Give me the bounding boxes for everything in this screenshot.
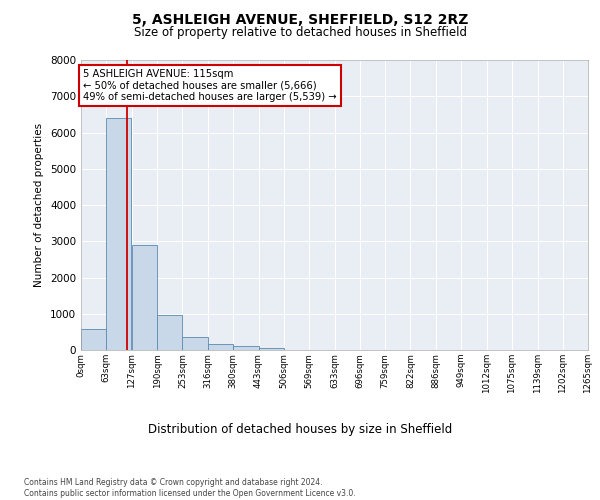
- Bar: [233, 346, 259, 350]
- Text: Size of property relative to detached houses in Sheffield: Size of property relative to detached ho…: [133, 26, 467, 39]
- Text: Contains HM Land Registry data © Crown copyright and database right 2024.
Contai: Contains HM Land Registry data © Crown c…: [24, 478, 356, 498]
- Bar: [259, 348, 284, 350]
- Bar: [132, 245, 157, 350]
- Bar: [182, 338, 208, 350]
- Bar: [81, 329, 106, 350]
- Bar: [106, 118, 131, 350]
- Text: 5, ASHLEIGH AVENUE, SHEFFIELD, S12 2RZ: 5, ASHLEIGH AVENUE, SHEFFIELD, S12 2RZ: [132, 12, 468, 26]
- Text: 5 ASHLEIGH AVENUE: 115sqm
← 50% of detached houses are smaller (5,666)
49% of se: 5 ASHLEIGH AVENUE: 115sqm ← 50% of detac…: [83, 69, 337, 102]
- Text: Distribution of detached houses by size in Sheffield: Distribution of detached houses by size …: [148, 422, 452, 436]
- Y-axis label: Number of detached properties: Number of detached properties: [34, 123, 44, 287]
- Bar: [208, 344, 233, 350]
- Bar: [157, 314, 182, 350]
